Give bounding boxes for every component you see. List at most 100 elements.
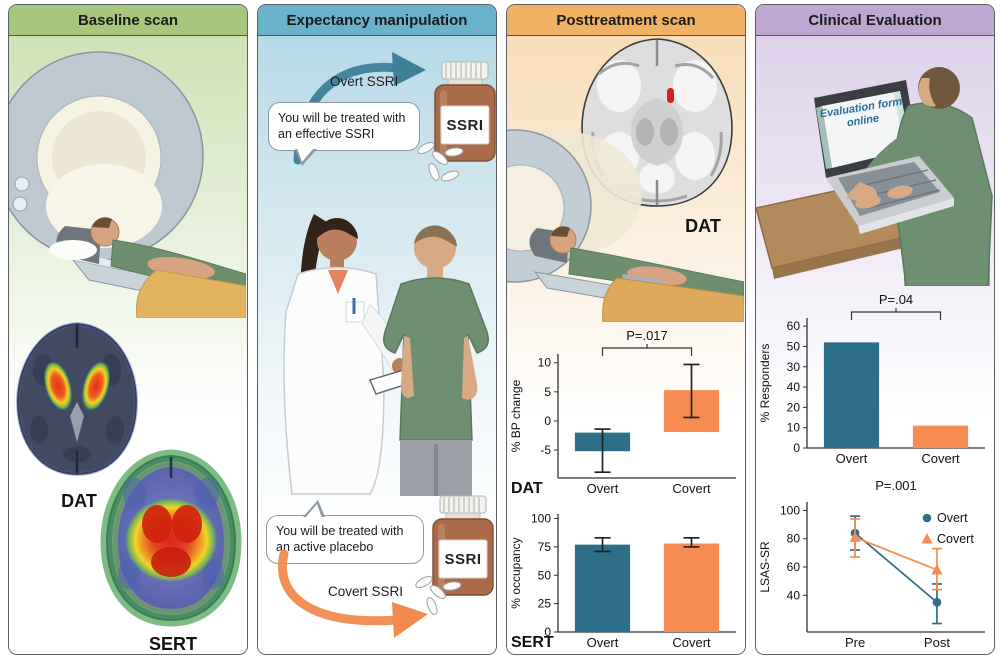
panel-expectancy: Expectancy manipulation Overt SSRI SSRI [257,4,497,655]
chart-svg: 100 75 50 25 0 % occupancy Overt Covert SERT [509,512,736,651]
scanner-knob [12,196,28,212]
bottle-label-text: SSRI [446,117,483,134]
pet-signal-spot [667,88,674,103]
y-tick-label: 75 [538,540,552,554]
panel-header-clinical: Clinical Evaluation [756,5,994,36]
pill-bottle: SSRI [432,495,494,596]
posttreatment-illustration: DAT [507,38,744,322]
panel-body-clinical: Evaluation form online 60 50 30 40 20 10 0% Re… [756,36,994,654]
clinician-hair [317,218,358,239]
scanner-knob [14,176,30,192]
clinician-coat [283,266,385,495]
series-line-covert [854,536,938,571]
person-hand [855,195,881,209]
p-value-label: P=.001 [875,478,917,493]
pills [415,575,462,615]
patient-arm-right [462,336,478,400]
patient-hair [414,225,457,247]
arrowhead [392,602,428,638]
x-tick-label: Covert [672,481,711,496]
blanket [602,277,744,322]
x-tick-label: Overt [587,481,619,496]
chart-corner-label: SERT [511,634,554,651]
bottle-label [440,105,490,145]
consultation-illustration [283,214,489,496]
speech-bubble-placebo: You will be treated with an active place… [266,500,424,564]
panel-clinical: Clinical Evaluation [755,4,995,655]
striatum-hotspot [81,360,111,412]
chart-svg: 100 80 60 40 LSAS-SR Pre Post Overt Covert P=.001 [758,478,985,650]
sert-scan-label: SERT [149,634,197,652]
y-tick-label: 60 [787,319,801,333]
x-tick-label: Post [924,635,950,650]
striatum-hotspot [43,360,73,412]
legend-marker-overt [922,513,932,523]
overt-ssri-label: Overt SSRI [330,74,399,89]
bottle-label-text: SSRI [444,551,481,568]
y-tick-label: 100 [531,512,551,526]
y-tick-label: 60 [787,560,801,574]
panel-header-baseline: Baseline scan [9,5,247,36]
covert-ssri-label: Covert SSRI [328,584,404,599]
marker-overt [932,598,942,607]
significance-bracket [601,347,693,356]
bottle-label [438,539,488,579]
clinician-top [328,270,348,294]
panel-baseline: Baseline scan [8,4,248,655]
y-tick-label: 40 [787,588,801,602]
marker-covert [931,563,943,575]
panel-body-baseline: DAT SERT [9,36,247,654]
chart-lsas-sr: 100 80 60 40 LSAS-SR Pre Post Overt Covert P=.001 [757,472,993,652]
y-tick-label: 80 [787,532,801,546]
panel-header-posttreatment: Posttreatment scan [507,5,745,36]
pillow [49,240,97,260]
chart-responders: 60 50 30 40 20 10 0 % Responders Overt Covert P=.0… [757,288,993,468]
patient-arm-left [400,336,414,398]
chart-corner-label: DAT [511,480,543,497]
baseline-pet-scans: DAT SERT [15,321,242,652]
speech-bubble-effective: You will be treated with an effective SS… [268,102,420,166]
panel-body-posttreatment: DAT 10 5 0 -5% BP change Overt Covert P=.017 [507,36,745,654]
bar-covert [663,543,720,632]
y-tick-label: 5 [544,385,551,399]
ssri-bottle-covert: SSRI [415,495,494,615]
y-tick-label: 20 [787,400,801,414]
x-tick-label: Overt [836,451,868,466]
blanket [135,269,246,318]
patient-hair [551,226,570,237]
bar-overt [823,342,880,448]
y-tick-label: 50 [538,568,552,582]
pill-bottle: SSRI [434,61,496,162]
y-tick-label: 100 [780,503,800,517]
y-axis-label: LSAS-SR [758,541,772,593]
legend-marker-covert [921,533,933,544]
legend-label: Covert [937,532,974,546]
significance-bracket [850,311,942,320]
pills [417,141,464,182]
bar-covert [912,425,969,448]
y-tick-label: 50 [787,339,801,353]
person-hand [887,185,913,199]
panel-header-expectancy: Expectancy manipulation [258,5,496,36]
dat-scan-label: DAT [61,491,97,511]
online-evaluation-illustration [756,67,993,286]
sert-pet-scan: SERT [100,449,242,652]
bar-overt [574,544,631,632]
mri-scanner [9,51,204,261]
y-axis-label: % occupancy [509,537,523,608]
y-tick-label: -5 [540,443,551,457]
y-tick-label: 0 [544,414,551,428]
y-tick-label: 0 [544,625,551,639]
covert-arrow [278,549,428,638]
dat-pet-scan: DAT [15,321,139,511]
ssri-bottle-overt: SSRI [417,61,496,182]
y-tick-label: 30 [787,360,801,374]
patient-shirt [383,277,489,441]
marker-covert [849,531,861,542]
p-value-label: P=.017 [626,328,668,343]
p-value-label: P=.04 [879,292,913,307]
x-tick-label: Pre [845,635,865,650]
chart-bp-change: 10 5 0 -5 % BP change Overt Covert P=.017 DAT [508,324,744,498]
x-tick-label: Covert [921,451,960,466]
